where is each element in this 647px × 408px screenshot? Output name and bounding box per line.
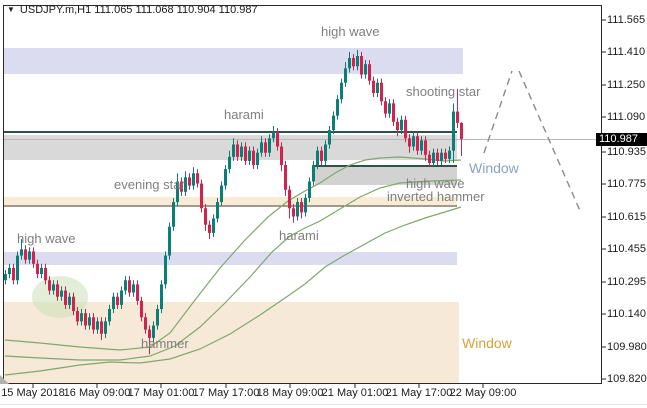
current-price-tag: 110.987 <box>596 133 647 146</box>
pattern-label-harami-mid: harami <box>279 228 319 243</box>
window-label-top: Window <box>469 160 519 176</box>
y-axis-label: 110.775 <box>607 178 646 190</box>
ma-mid <box>4 179 462 361</box>
y-axis-label: 111.410 <box>607 46 646 58</box>
pattern-label-inverted-hammer: inverted hammer <box>387 189 485 204</box>
y-axis-label: 109.820 <box>607 373 647 385</box>
pattern-label-shooting-star: shooting star <box>406 84 481 99</box>
pattern-label-hammer: hammer <box>141 336 189 351</box>
chart-title-bar: ▼ USDJPY.m,H1 111.065 111.068 110.904 11… <box>7 4 258 16</box>
y-axis-label: 110.295 <box>607 276 646 288</box>
forecast-projection <box>518 70 582 214</box>
pattern-label-high-wave-left: high wave <box>17 231 76 246</box>
highlight-ellipse <box>32 276 88 318</box>
y-axis-label: 111.250 <box>607 79 646 91</box>
symbol-dropdown-icon[interactable]: ▼ <box>7 5 15 14</box>
y-axis-label: 111.565 <box>607 14 646 26</box>
plot-border <box>3 5 602 384</box>
y-axis-label: 110.615 <box>607 211 646 223</box>
pattern-label-high-wave-top: high wave <box>321 24 380 39</box>
window-bottom-divider <box>0 404 647 405</box>
candlesticks <box>4 49 463 355</box>
x-axis-label: 18 May 09:00 <box>256 387 324 399</box>
resistance-zone-upper <box>3 48 463 74</box>
pattern-label-high-wave-mid: high wave <box>406 176 465 191</box>
beige-band <box>3 197 457 207</box>
y-axis-label: 110.455 <box>607 243 646 255</box>
corner-wedge-icon <box>0 375 9 384</box>
ma-slow <box>4 206 462 376</box>
x-axis-label: 17 May 17:00 <box>192 387 260 399</box>
forecast-projection <box>483 70 513 154</box>
y-axis-label: 111.090 <box>607 111 646 123</box>
x-axis-label: 21 May 17:00 <box>385 387 453 399</box>
x-axis-label: 17 May 01:00 <box>127 387 195 399</box>
x-axis-label: 16 May 09:00 <box>63 387 131 399</box>
window-label-bottom: Window <box>462 335 512 351</box>
gray-zone-2 <box>315 167 457 185</box>
x-axis-label: 22 May 09:00 <box>449 387 517 399</box>
x-axis-label: 15 May 2018 <box>1 387 65 399</box>
y-axis-label: 109.980 <box>607 341 647 353</box>
pattern-label-harami-top: harami <box>224 107 264 122</box>
x-axis-label: 21 May 01:00 <box>321 387 389 399</box>
y-axis-label: 110.140 <box>607 308 646 320</box>
support-zone-lavender <box>3 252 457 265</box>
pattern-label-evening-star: evening star <box>114 177 185 192</box>
y-axis-label: 110.935 <box>607 146 646 158</box>
chart-title-text: USDJPY.m,H1 111.065 111.068 110.904 110.… <box>19 4 258 16</box>
